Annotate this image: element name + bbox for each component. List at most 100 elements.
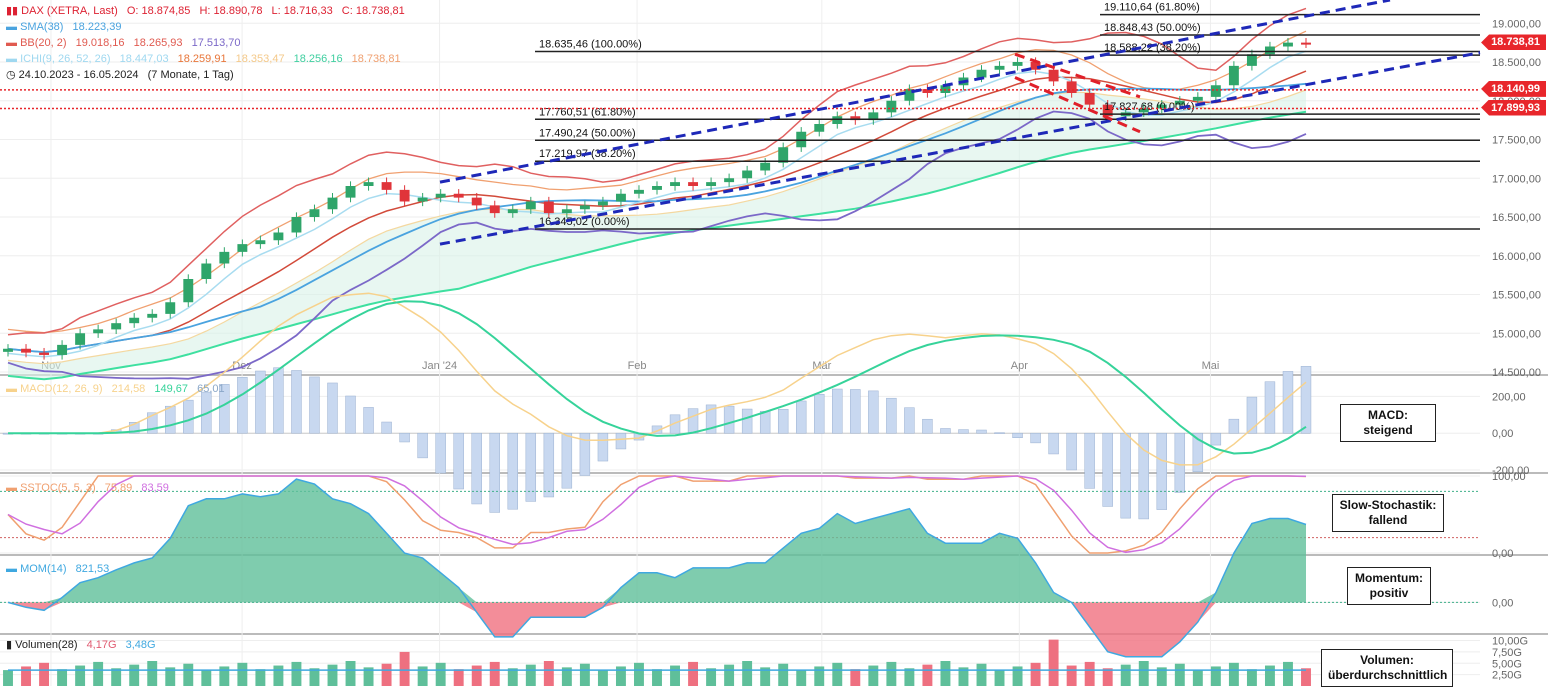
macd-histogram-bar: [471, 432, 482, 505]
line-icon: ▬: [6, 482, 17, 494]
line-icon: ▬: [6, 37, 17, 49]
y-tick-label: 5,00G: [1492, 658, 1522, 670]
y-tick-label: 2,50G: [1492, 670, 1522, 682]
volume-bar: [183, 663, 194, 686]
macd-histogram-bar: [1012, 432, 1023, 438]
x-tick-label: Apr: [1011, 360, 1028, 372]
legend-ichi: ▬ ICHI(9, 26, 52, 26) 18.447,03 18.259,9…: [6, 52, 401, 67]
macd-histogram-bar: [1174, 432, 1186, 493]
line-icon: ▬: [6, 563, 17, 575]
volume-bar: [1066, 665, 1077, 686]
macd-histogram-bar: [1282, 371, 1294, 434]
candle-body: [1210, 85, 1221, 97]
macd-histogram-bar: [255, 370, 266, 434]
macd-histogram-bar: [363, 407, 374, 434]
candle-body: [273, 232, 284, 241]
volume-bar: [471, 665, 482, 686]
volume-bar: [1156, 667, 1167, 686]
volume-bar: [345, 661, 356, 686]
volume-bar: [525, 664, 536, 686]
momentum-negative-area: [8, 602, 1306, 657]
macd-histogram-bar: [183, 399, 194, 434]
macd-histogram-bar: [723, 405, 735, 434]
candle-body: [165, 302, 176, 314]
legend-macd-name: MACD(12, 26, 9): [20, 383, 103, 395]
x-tick-label: Jan '24: [422, 360, 457, 372]
x-tick-label: Dez: [232, 360, 252, 372]
legend-dax-low: L: 18.716,33: [271, 5, 333, 17]
vol-box-l1: Volumen:: [1360, 653, 1414, 667]
volume-bar: [543, 661, 554, 686]
candle-body: [21, 348, 31, 353]
fib-lower-label: 17.490,24 (50.00%): [539, 127, 636, 139]
candle-body: [57, 344, 68, 355]
macd-histogram-bar: [615, 432, 627, 450]
candle-body: [1264, 46, 1275, 55]
volume-bar: [615, 666, 626, 686]
stoch-box-l1: Slow-Stochastik:: [1339, 498, 1437, 512]
candle-body: [363, 182, 374, 186]
candle-body: [237, 244, 248, 252]
volume-bar: [147, 661, 158, 686]
mom-box-l2: positiv: [1369, 586, 1409, 600]
candle-body: [183, 279, 194, 303]
volume-bar: [958, 667, 969, 686]
macd-histogram-bar: [291, 370, 302, 434]
price-tag-level-1: 18.140,99: [1481, 80, 1546, 97]
candle-body: [1066, 81, 1077, 93]
candle-body: [1228, 65, 1239, 86]
volume-bar: [976, 663, 987, 686]
candle-body: [219, 251, 230, 264]
macd-histogram-bar: [219, 384, 230, 434]
candle-body: [75, 333, 86, 345]
macd-histogram-bar: [417, 432, 428, 459]
volume-bar: [93, 661, 104, 686]
candle-body: [291, 217, 302, 233]
macd-histogram-bar: [1192, 432, 1204, 472]
macd-histogram-bar: [1246, 396, 1258, 434]
legend-ichi-v2: 18.259,91: [177, 53, 227, 65]
legend-macd-v3: 65,01: [197, 383, 225, 395]
bar-chart-icon: ▮: [6, 639, 13, 651]
flag-upper: [1014, 52, 1141, 99]
macd-histogram-bar: [1210, 432, 1222, 446]
candle-body: [724, 178, 735, 183]
y-tick-label: 17.500,00: [1492, 135, 1541, 147]
y-tick-label: 100,00: [1492, 471, 1526, 483]
candle-body: [1192, 96, 1203, 101]
macd-signal-line: [8, 300, 1307, 455]
price-tag-level-2: 17.899,93: [1481, 99, 1546, 116]
legend-macd-v2: 149,67: [154, 383, 189, 395]
legend-vol: ▮ Volumen(28) 4,17G 3,48G: [6, 638, 156, 653]
candle-body: [111, 323, 122, 330]
macd-histogram-bar: [976, 429, 987, 434]
macd-histogram-bar: [687, 408, 699, 434]
legend-sstoc-v1: 75,89: [104, 482, 133, 494]
y-tick-label: 0,00: [1492, 428, 1513, 440]
macd-histogram-bar: [327, 382, 338, 434]
y-tick-label: 0,00: [1492, 548, 1513, 560]
y-tick-label: 16.500,00: [1492, 212, 1541, 224]
line-icon: ▬: [6, 53, 17, 65]
clock-icon: ◷: [6, 69, 16, 81]
bars-icon: ▮▮: [6, 5, 19, 17]
candle-body: [760, 162, 771, 171]
candle-body: [706, 182, 717, 186]
candle-body: [39, 352, 50, 355]
legend-range: ◷ 24.10.2023 - 16.05.2024 (7 Monate, 1 T…: [6, 68, 234, 83]
candle-body: [778, 147, 789, 163]
candle-body: [327, 197, 338, 210]
legend-dax-close: C: 18.738,81: [341, 5, 405, 17]
volume-bar: [579, 663, 590, 686]
volume-bar: [291, 661, 302, 686]
volume-bar: [706, 668, 717, 686]
candle-body: [904, 89, 915, 101]
volume-bar: [1138, 661, 1149, 686]
fib-lower-label: 16.345,02 (0.00%): [539, 216, 630, 228]
candle-body: [309, 209, 320, 217]
legend-ichi-v5: 18.738,81: [351, 53, 401, 65]
candle-body: [886, 100, 897, 113]
volume-bar: [634, 662, 644, 686]
candle-body: [1138, 108, 1149, 113]
macd-histogram-bar: [940, 428, 951, 434]
